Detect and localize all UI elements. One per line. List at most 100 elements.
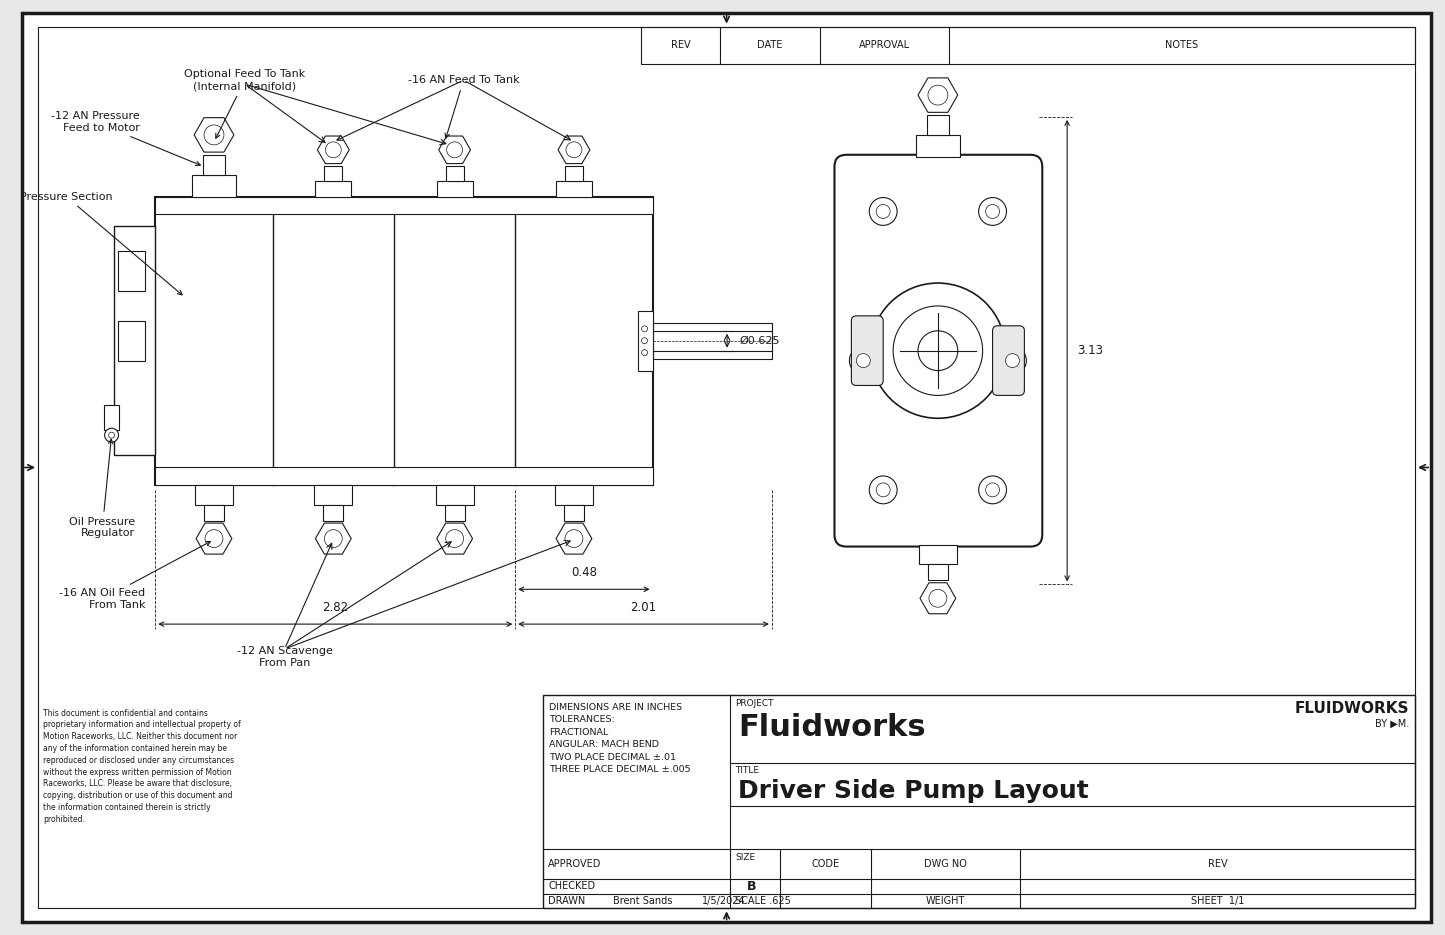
Circle shape [870, 197, 897, 225]
Bar [324, 165, 342, 180]
Bar [556, 180, 592, 196]
Text: 1/5/2024: 1/5/2024 [702, 896, 746, 906]
Bar [192, 175, 236, 196]
Text: CODE: CODE [812, 858, 840, 869]
FancyBboxPatch shape [851, 316, 883, 385]
Text: WEIGHT: WEIGHT [926, 896, 965, 906]
Text: B: B [747, 880, 757, 893]
Bar [155, 196, 653, 485]
Bar [117, 252, 146, 291]
Text: -16 AN Oil Feed
From Tank: -16 AN Oil Feed From Tank [59, 541, 211, 610]
Circle shape [929, 589, 946, 607]
Text: CHECKED: CHECKED [548, 881, 595, 891]
Bar [204, 505, 224, 521]
Circle shape [325, 142, 341, 158]
Circle shape [205, 529, 223, 548]
Text: REV: REV [1208, 858, 1228, 869]
Bar [436, 180, 473, 196]
Bar [155, 196, 653, 214]
Text: Pressure Section: Pressure Section [20, 192, 182, 295]
Circle shape [978, 476, 1007, 504]
Bar [445, 505, 465, 521]
Text: DWG NO: DWG NO [925, 858, 967, 869]
Circle shape [447, 142, 462, 158]
Text: 0.48: 0.48 [571, 567, 597, 580]
Circle shape [870, 283, 1006, 418]
Text: APPROVAL: APPROVAL [858, 40, 910, 50]
Bar [324, 505, 344, 521]
FancyBboxPatch shape [834, 155, 1042, 547]
Circle shape [876, 205, 890, 219]
Text: REV: REV [670, 40, 691, 50]
Circle shape [985, 482, 1000, 496]
Bar [916, 135, 959, 157]
Bar [928, 565, 948, 581]
Text: Brent Sands: Brent Sands [613, 896, 672, 906]
Text: TITLE: TITLE [736, 766, 759, 775]
Bar [653, 323, 772, 359]
Bar [315, 180, 351, 196]
Circle shape [204, 125, 224, 145]
Text: 2.82: 2.82 [322, 601, 348, 614]
Bar [104, 406, 118, 430]
Bar [640, 26, 1415, 65]
Circle shape [324, 529, 342, 548]
Text: SIZE: SIZE [736, 853, 756, 862]
Circle shape [642, 350, 647, 355]
Text: DATE: DATE [757, 40, 783, 50]
Bar [565, 165, 582, 180]
Text: Ø0.625: Ø0.625 [738, 336, 779, 346]
Circle shape [642, 325, 647, 332]
Text: NOTES: NOTES [1166, 40, 1198, 50]
Circle shape [850, 347, 877, 375]
Text: -16 AN Feed To Tank: -16 AN Feed To Tank [407, 75, 519, 138]
Text: SCALE .625: SCALE .625 [736, 896, 790, 906]
Text: DRAWN: DRAWN [548, 896, 585, 906]
Bar [204, 155, 225, 175]
Bar [919, 544, 957, 565]
Text: -12 AN Scavenge
From Pan: -12 AN Scavenge From Pan [237, 646, 332, 668]
Circle shape [985, 205, 1000, 219]
Text: BY ▶M.: BY ▶M. [1376, 719, 1409, 728]
Circle shape [928, 85, 948, 105]
Bar [564, 505, 584, 521]
Text: Oil Pressure
Regulator: Oil Pressure Regulator [69, 439, 136, 539]
Bar [155, 467, 653, 485]
Text: 3.13: 3.13 [1077, 344, 1103, 357]
Bar [195, 485, 233, 505]
Text: DIMENSIONS ARE IN INCHES
TOLERANCES:
FRACTIONAL
ANGULAR: MACH BEND
TWO PLACE DEC: DIMENSIONS ARE IN INCHES TOLERANCES: FRA… [549, 703, 691, 774]
Bar [436, 485, 474, 505]
Bar [114, 226, 155, 455]
Circle shape [566, 142, 582, 158]
Circle shape [104, 428, 118, 442]
Circle shape [876, 482, 890, 496]
Circle shape [565, 529, 582, 548]
Bar [117, 321, 146, 361]
Text: PROJECT: PROJECT [736, 698, 773, 708]
Circle shape [893, 306, 983, 396]
Text: Driver Side Pump Layout: Driver Side Pump Layout [738, 779, 1088, 803]
Circle shape [998, 347, 1026, 375]
Text: Fluidworks: Fluidworks [738, 712, 926, 741]
Circle shape [1006, 353, 1019, 367]
Text: FLUIDWORKS: FLUIDWORKS [1295, 700, 1409, 715]
Text: This document is confidential and contains
proprietary information and intellect: This document is confidential and contai… [43, 709, 241, 824]
Text: APPROVED: APPROVED [548, 858, 601, 869]
Bar [543, 695, 1415, 909]
Circle shape [918, 331, 958, 370]
Circle shape [978, 197, 1007, 225]
Bar [555, 485, 592, 505]
FancyBboxPatch shape [993, 325, 1025, 396]
Circle shape [108, 432, 114, 439]
Bar [637, 311, 653, 370]
Text: SHEET  1/1: SHEET 1/1 [1191, 896, 1244, 906]
Circle shape [870, 476, 897, 504]
Text: Optional Feed To Tank
(Internal Manifold): Optional Feed To Tank (Internal Manifold… [184, 69, 305, 138]
Text: 2.01: 2.01 [630, 601, 656, 614]
Bar [315, 485, 353, 505]
Bar [445, 165, 464, 180]
Circle shape [857, 353, 870, 367]
Text: -12 AN Pressure
Feed to Motor: -12 AN Pressure Feed to Motor [51, 111, 201, 165]
Circle shape [445, 529, 464, 548]
Bar [926, 115, 949, 135]
